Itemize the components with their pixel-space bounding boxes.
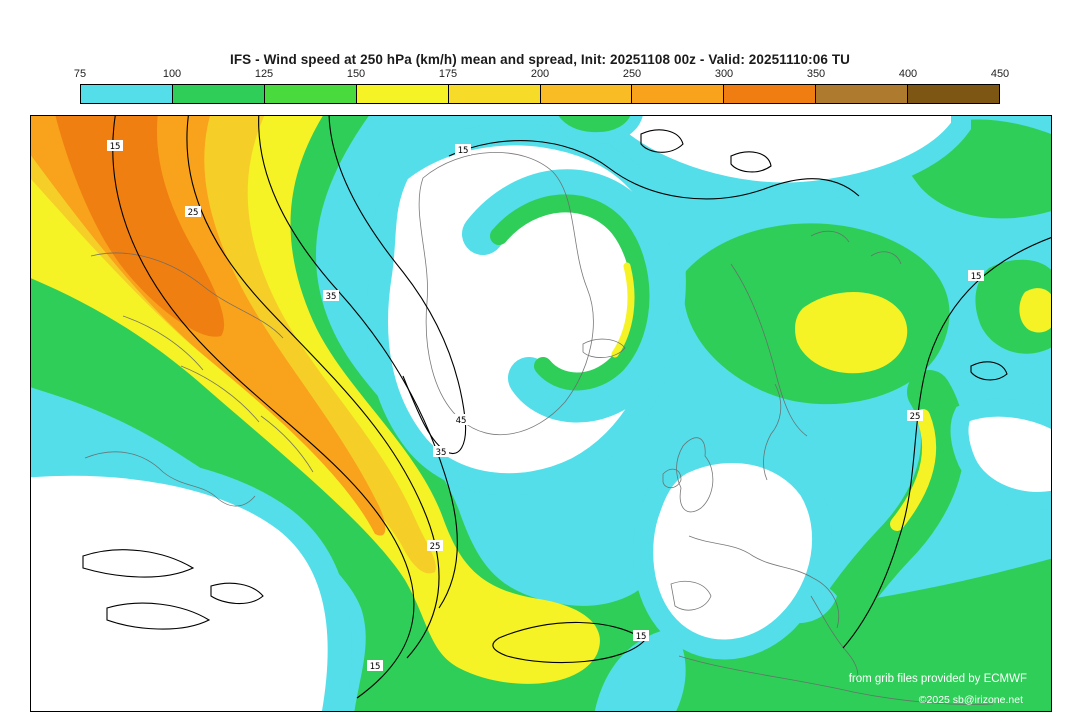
contour-labels-layer: 15 25 35 45 35 25 15 15 15 25 15 (107, 140, 984, 672)
contour-label-box (455, 144, 471, 155)
coast-newfoundland (180, 365, 314, 473)
wind-speed-map-svg: 15 25 35 45 35 25 15 15 15 25 15 (31, 116, 1051, 711)
colorbar-tick-label: 450 (990, 68, 1010, 80)
field-yellow-east (795, 291, 908, 374)
colorbar-segment (264, 85, 357, 103)
colorbar-segment (632, 85, 725, 103)
coast-iceland (582, 338, 626, 358)
coast-labrador-3 (122, 315, 204, 371)
colorbar-tick-label: 200 (530, 68, 550, 80)
contour-label-box (433, 446, 449, 457)
contour-label-box (367, 660, 383, 671)
colorbar-tick-label: 175 (438, 68, 458, 80)
colorbar-segment (816, 85, 909, 103)
spread-contour (210, 582, 264, 605)
coast-svalbard (810, 230, 902, 265)
coastlines (84, 152, 994, 705)
contour-label: 25 (188, 208, 199, 218)
coast-iberia (670, 580, 712, 611)
field-cyan-hook (462, 169, 681, 423)
spread-contour (258, 116, 458, 609)
colorbar-tick-label: 300 (714, 68, 734, 80)
contour-label: 15 (971, 272, 982, 282)
spread-contour (970, 361, 1008, 381)
contour-label: 15 (370, 662, 381, 672)
colorbar-segment (540, 85, 633, 103)
colorbar-segment (356, 85, 449, 103)
contour-label-box (453, 414, 469, 425)
map-area: 15 25 35 45 35 25 15 15 15 25 15 from grib files p… (30, 115, 1052, 712)
colorbar-tick-label: 250 (622, 68, 642, 80)
contour-label-box (633, 630, 649, 641)
coast-greenland (418, 152, 594, 436)
attribution-provider: from grib files provided by ECMWF (848, 673, 1027, 685)
colorbar-segment (724, 85, 817, 103)
field-yellow-right-edge (1019, 288, 1051, 333)
spread-contours (82, 116, 1051, 699)
coast-uk (676, 437, 714, 513)
contour-label: 15 (636, 632, 647, 642)
contour-label: 25 (910, 412, 921, 422)
colorbar-tick-label: 400 (898, 68, 918, 80)
colorbar-segment (81, 85, 173, 103)
colorbar-tick-label: 350 (806, 68, 826, 80)
coast-italy (810, 595, 859, 683)
field-yellow-arc (890, 409, 937, 531)
contour-label-box (107, 140, 123, 151)
contour-label: 15 (110, 142, 121, 152)
spread-contour (448, 140, 860, 200)
wind-speed-field (31, 116, 1051, 711)
contour-label-box (185, 206, 201, 217)
contour-label: 15 (458, 146, 469, 156)
colorbar-tick-label: 100 (162, 68, 182, 80)
contour-label: 35 (326, 292, 337, 302)
field-white-europe (633, 443, 833, 660)
field-yellow-hook-dab (611, 262, 635, 358)
field-green-top-strip (544, 116, 643, 145)
field-white-east-gap (950, 398, 1051, 510)
coast-ireland (662, 468, 682, 489)
contour-label-box (323, 290, 339, 301)
colorbar-segment (448, 85, 541, 103)
spread-contour (106, 602, 211, 630)
colorbar-tick-label: 75 (73, 68, 87, 80)
spread-contour (82, 549, 195, 578)
coast-labrador-1 (84, 451, 256, 507)
colorbar-segment (908, 85, 1000, 103)
spread-contour (640, 129, 684, 153)
contour-label-box (907, 410, 923, 421)
coast-europe (688, 535, 840, 629)
colorbar (80, 84, 1000, 104)
colorbar-tick-labels: 75 100 125 150 175 200 250 300 350 400 450 (74, 68, 1009, 82)
field-dark-orange-core (55, 116, 225, 337)
contour-label: 45 (456, 416, 467, 426)
field-green-arc (791, 370, 965, 680)
contour-label: 25 (430, 542, 441, 552)
coast-labrador-2 (90, 252, 284, 339)
coast-africa (678, 655, 994, 705)
field-white-southwest (31, 451, 352, 711)
colorbar-tick-label: 150 (346, 68, 366, 80)
coast-norway (730, 263, 808, 437)
coast-baltic (763, 383, 782, 481)
spread-contour (730, 151, 772, 173)
colorbar-segment (172, 85, 265, 103)
spread-contour (328, 116, 467, 454)
page-title: IFS - Wind speed at 250 hPa (km/h) mean … (229, 52, 851, 67)
field-cyan-wedge-1 (594, 628, 686, 711)
contour-label-box (968, 270, 984, 281)
contour-label: 35 (436, 448, 447, 458)
field-green-hook (490, 194, 650, 391)
attribution-copyright: ©2025 sb@irizone.net (918, 694, 1023, 706)
contour-label-box (427, 540, 443, 551)
colorbar-tick-label: 125 (254, 68, 274, 80)
spread-contour (492, 621, 646, 664)
spread-contour (112, 116, 415, 699)
